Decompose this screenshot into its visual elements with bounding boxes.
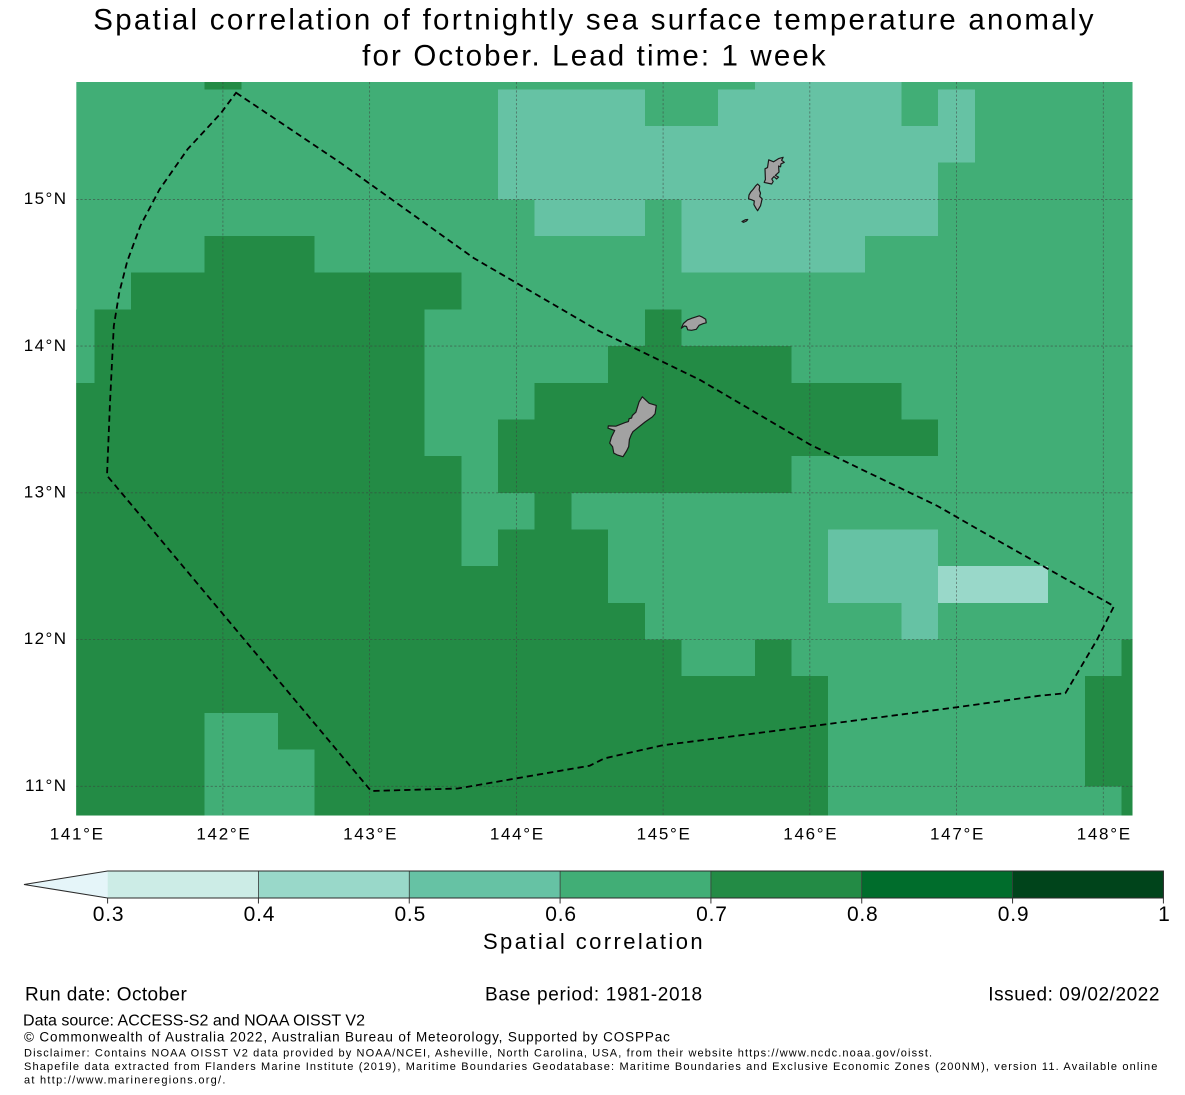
svg-text:12°N: 12°N (24, 629, 68, 648)
svg-text:144°E: 144°E (490, 825, 545, 844)
svg-text:0.6: 0.6 (545, 903, 577, 926)
svg-text:for October. Lead time: 1 week: for October. Lead time: 1 week (362, 40, 828, 73)
svg-text:146°E: 146°E (783, 825, 838, 844)
svg-text:Spatial correlation of fortnig: Spatial correlation of fortnightly sea s… (93, 4, 1095, 37)
svg-text:Shapefile data extracted from: Shapefile data extracted from Flanders M… (24, 1061, 1159, 1073)
svg-text:Run date: October: Run date: October (25, 985, 187, 1006)
svg-text:Disclaimer: Contains NOAA OISS: Disclaimer: Contains NOAA OISST V2 data … (24, 1048, 933, 1060)
svg-text:Issued: 09/02/2022: Issued: 09/02/2022 (988, 985, 1160, 1006)
svg-text:15°N: 15°N (24, 189, 68, 208)
svg-text:Data source: ACCESS-S2 and NOA: Data source: ACCESS-S2 and NOAA OISST V2 (23, 1013, 365, 1030)
svg-text:Spatial correlation: Spatial correlation (483, 929, 705, 954)
svg-text:0.7: 0.7 (696, 903, 728, 926)
svg-text:Base period: 1981-2018: Base period: 1981-2018 (485, 985, 703, 1006)
svg-text:143°E: 143°E (343, 825, 398, 844)
svg-text:0.4: 0.4 (244, 903, 276, 926)
svg-text:1: 1 (1158, 903, 1170, 926)
svg-text:14°N: 14°N (24, 336, 68, 355)
svg-text:145°E: 145°E (637, 825, 692, 844)
svg-text:0.3: 0.3 (93, 903, 125, 926)
svg-text:0.5: 0.5 (394, 903, 426, 926)
svg-text:© Commonwealth of Australia 20: © Commonwealth of Australia 2022, Austra… (24, 1030, 671, 1045)
svg-text:0.8: 0.8 (847, 903, 879, 926)
svg-text:148°E: 148°E (1077, 825, 1132, 844)
svg-text:147°E: 147°E (930, 825, 985, 844)
svg-text:11°N: 11°N (25, 776, 68, 795)
svg-text:13°N: 13°N (24, 483, 68, 502)
svg-text:0.9: 0.9 (998, 903, 1030, 926)
svg-text:at http://www.marineregions.or: at http://www.marineregions.org/. (24, 1075, 227, 1087)
svg-text:141°E: 141°E (50, 825, 105, 844)
svg-text:142°E: 142°E (196, 825, 251, 844)
